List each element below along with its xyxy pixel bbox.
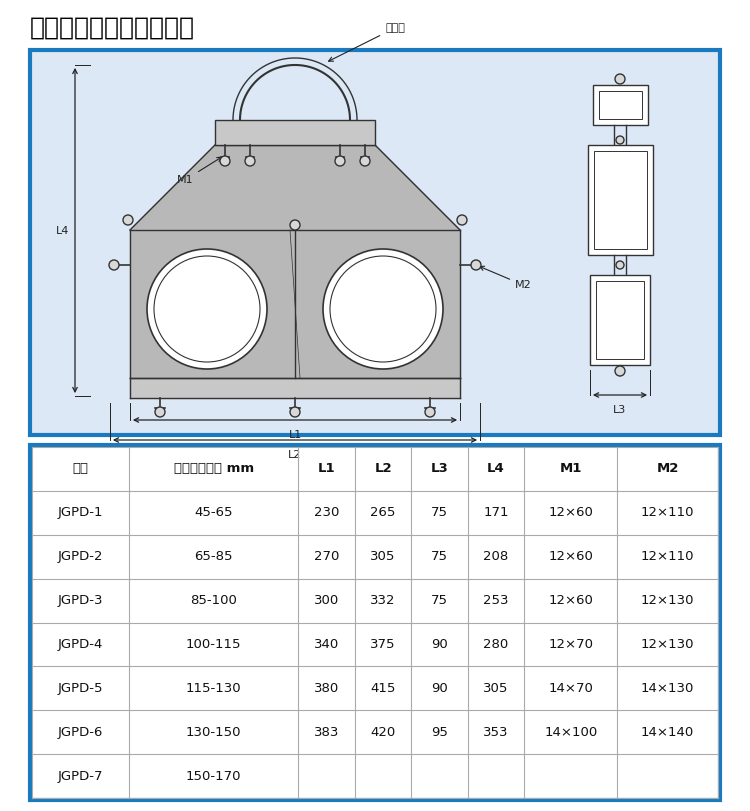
Circle shape	[155, 407, 165, 417]
Bar	[599, 91, 642, 119]
Text: 12×60: 12×60	[548, 506, 593, 519]
Text: 375: 375	[370, 638, 396, 651]
Text: M1: M1	[560, 462, 582, 475]
Text: 14×70: 14×70	[548, 682, 593, 695]
Circle shape	[335, 156, 345, 166]
Bar	[594, 151, 647, 249]
Text: 90: 90	[431, 638, 448, 651]
Text: 12×110: 12×110	[640, 506, 694, 519]
Text: 75: 75	[431, 506, 448, 519]
Bar	[588, 145, 653, 255]
Circle shape	[616, 136, 624, 144]
Text: 14×130: 14×130	[640, 682, 694, 695]
Text: 383: 383	[314, 726, 339, 739]
Text: 420: 420	[370, 726, 396, 739]
Text: L1: L1	[288, 430, 302, 440]
Circle shape	[616, 261, 624, 269]
Text: 380: 380	[314, 682, 339, 695]
Text: 75: 75	[431, 594, 448, 607]
Text: 12×130: 12×130	[640, 638, 694, 651]
Text: 12×130: 12×130	[640, 594, 694, 607]
Circle shape	[220, 156, 230, 166]
Text: 230: 230	[314, 506, 339, 519]
Text: M1: M1	[177, 157, 221, 185]
Bar	[596, 281, 644, 359]
Bar	[30, 50, 720, 435]
Text: 45-65: 45-65	[194, 506, 232, 519]
Text: 12×110: 12×110	[640, 550, 694, 563]
Text: 12×60: 12×60	[548, 550, 593, 563]
Circle shape	[360, 156, 370, 166]
Text: 280: 280	[484, 638, 508, 651]
Text: 对比尺寸挑选合适的型号: 对比尺寸挑选合适的型号	[30, 16, 195, 40]
Text: L3: L3	[614, 405, 627, 415]
Text: 253: 253	[483, 594, 508, 607]
Text: 85-100: 85-100	[190, 594, 237, 607]
Text: 305: 305	[483, 682, 508, 695]
Text: M2: M2	[656, 462, 679, 475]
Bar	[593, 85, 648, 125]
Text: L4: L4	[56, 225, 70, 235]
Text: L1: L1	[318, 462, 335, 475]
Text: 橡胶垫: 橡胶垫	[328, 23, 405, 61]
Text: 14×140: 14×140	[641, 726, 694, 739]
Circle shape	[290, 407, 300, 417]
Circle shape	[245, 156, 255, 166]
Text: 171: 171	[483, 506, 508, 519]
Text: M2: M2	[480, 266, 532, 290]
Text: JGPD-3: JGPD-3	[58, 594, 104, 607]
Text: 12×70: 12×70	[548, 638, 593, 651]
Text: L2: L2	[374, 462, 392, 475]
Text: 270: 270	[314, 550, 339, 563]
Text: 14×100: 14×100	[544, 726, 597, 739]
Text: JGPD-7: JGPD-7	[58, 770, 104, 783]
Text: 332: 332	[370, 594, 396, 607]
Text: 95: 95	[431, 726, 448, 739]
Text: 100-115: 100-115	[186, 638, 242, 651]
Text: 305: 305	[370, 550, 396, 563]
Text: 65-85: 65-85	[194, 550, 232, 563]
Text: JGPD-5: JGPD-5	[58, 682, 104, 695]
Text: 115-130: 115-130	[186, 682, 242, 695]
Text: JGPD-1: JGPD-1	[58, 506, 104, 519]
Text: 300: 300	[314, 594, 339, 607]
Text: 340: 340	[314, 638, 339, 651]
Polygon shape	[130, 145, 460, 230]
Text: JGPD-6: JGPD-6	[58, 726, 103, 739]
Circle shape	[323, 249, 443, 369]
Bar	[590, 275, 650, 365]
Text: 12×60: 12×60	[548, 594, 593, 607]
Polygon shape	[130, 230, 460, 378]
Circle shape	[615, 74, 625, 84]
Text: L4: L4	[488, 462, 505, 475]
Text: L2: L2	[288, 450, 302, 460]
Text: 型号: 型号	[73, 462, 88, 475]
Circle shape	[471, 260, 481, 270]
Bar	[30, 445, 720, 800]
Text: JGPD-4: JGPD-4	[58, 638, 103, 651]
Text: 130-150: 130-150	[186, 726, 242, 739]
Text: 353: 353	[483, 726, 508, 739]
Text: 90: 90	[431, 682, 448, 695]
Circle shape	[425, 407, 435, 417]
Text: JGPD-2: JGPD-2	[58, 550, 104, 563]
Circle shape	[109, 260, 119, 270]
Circle shape	[615, 366, 625, 376]
Text: 208: 208	[484, 550, 508, 563]
Circle shape	[123, 215, 133, 225]
Text: 150-170: 150-170	[186, 770, 242, 783]
Circle shape	[290, 220, 300, 230]
Text: 415: 415	[370, 682, 396, 695]
Text: L3: L3	[430, 462, 448, 475]
Text: 75: 75	[431, 550, 448, 563]
Text: 适用电缆外径 mm: 适用电缆外径 mm	[173, 462, 254, 475]
Bar	[215, 120, 375, 145]
Circle shape	[457, 215, 467, 225]
Text: 265: 265	[370, 506, 396, 519]
Circle shape	[147, 249, 267, 369]
Polygon shape	[130, 378, 460, 398]
